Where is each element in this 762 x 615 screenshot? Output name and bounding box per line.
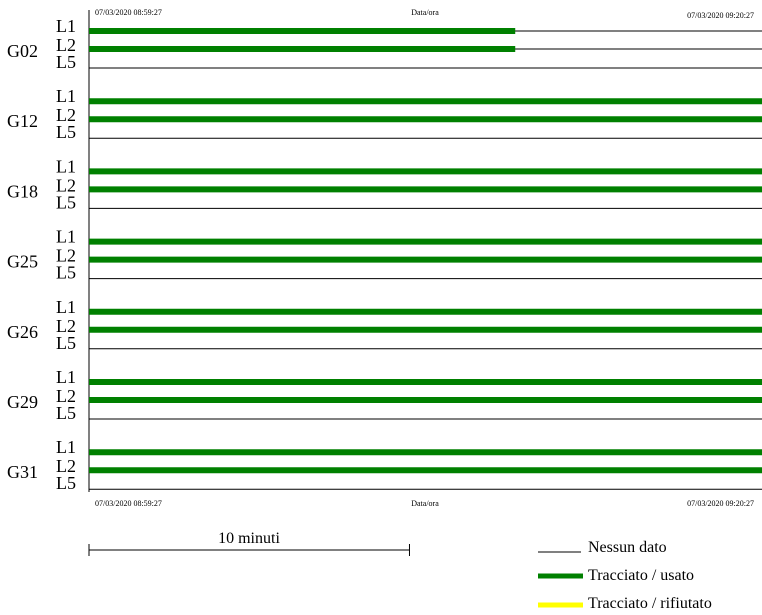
satellite-label-g18: G18 xyxy=(7,181,38,201)
satellite-rows: G02L1L2L5G12L1L2L5G18L1L2L5G25L1L2L5G26L… xyxy=(7,16,762,493)
signal-label-g12-l2: L2 xyxy=(56,105,76,125)
signal-label-g29-l2: L2 xyxy=(56,386,76,406)
legend-used-label: Tracciato / usato xyxy=(588,567,694,584)
top-end-time: 07/03/2020 09:20:27 xyxy=(687,11,754,20)
top-start-time: 07/03/2020 08:59:27 xyxy=(95,8,162,17)
signal-label-g29-l1: L1 xyxy=(56,367,76,387)
signal-label-g31-l5: L5 xyxy=(56,473,76,493)
satellite-label-g25: G25 xyxy=(7,252,38,272)
signal-label-g25-l1: L1 xyxy=(56,227,76,247)
signal-label-g25-l5: L5 xyxy=(56,263,76,283)
scale-bar: 10 minuti xyxy=(88,530,410,556)
signal-label-g18-l2: L2 xyxy=(56,175,76,195)
bottom-end-time: 07/03/2020 09:20:27 xyxy=(687,499,754,508)
legend: Nessun dato Tracciato / usato Tracciato … xyxy=(538,539,712,612)
signal-label-g26-l5: L5 xyxy=(56,333,76,353)
signal-label-g12-l5: L5 xyxy=(56,122,76,142)
legend-rejected-label: Tracciato / rifiutato xyxy=(588,595,712,612)
signal-label-g26-l1: L1 xyxy=(56,297,76,317)
signal-label-g02-l1: L1 xyxy=(56,16,76,36)
signal-label-g31-l2: L2 xyxy=(56,456,76,476)
top-axis-title: Data/ora xyxy=(411,8,439,17)
signal-label-g25-l2: L2 xyxy=(56,246,76,266)
scale-bar-label: 10 minuti xyxy=(218,530,280,547)
bottom-axis-title: Data/ora xyxy=(411,499,439,508)
signal-label-g02-l2: L2 xyxy=(56,35,76,55)
signal-label-g26-l2: L2 xyxy=(56,316,76,336)
satellite-label-g26: G26 xyxy=(7,322,38,342)
signal-label-g12-l1: L1 xyxy=(56,86,76,106)
signal-label-g18-l1: L1 xyxy=(56,156,76,176)
signal-label-g31-l1: L1 xyxy=(56,437,76,457)
signal-label-g02-l5: L5 xyxy=(56,52,76,72)
signal-label-g18-l5: L5 xyxy=(56,192,76,212)
bottom-start-time: 07/03/2020 08:59:27 xyxy=(95,499,162,508)
satellite-label-g02: G02 xyxy=(7,41,38,61)
signal-label-g29-l5: L5 xyxy=(56,403,76,423)
satellite-label-g12: G12 xyxy=(7,111,38,131)
satellite-label-g31: G31 xyxy=(7,462,38,482)
satellite-label-g29: G29 xyxy=(7,392,38,412)
legend-no-data-label: Nessun dato xyxy=(588,539,667,556)
